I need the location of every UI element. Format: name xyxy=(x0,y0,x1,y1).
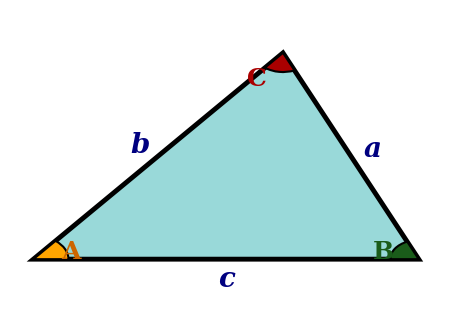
Text: c: c xyxy=(218,266,235,293)
Wedge shape xyxy=(34,241,68,259)
Text: B: B xyxy=(373,240,394,264)
Polygon shape xyxy=(34,53,419,259)
Text: A: A xyxy=(61,240,81,264)
Text: a: a xyxy=(364,136,382,163)
Wedge shape xyxy=(265,53,294,72)
Wedge shape xyxy=(390,242,419,259)
Text: b: b xyxy=(130,132,149,159)
Text: C: C xyxy=(247,67,267,91)
